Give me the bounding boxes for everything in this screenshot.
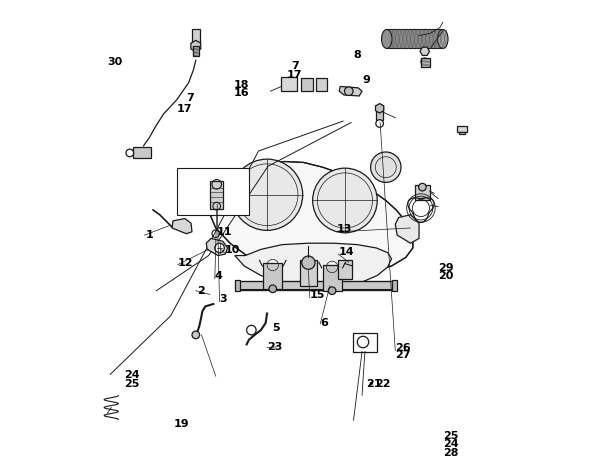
Text: 26: 26 xyxy=(395,342,411,353)
Text: 16: 16 xyxy=(234,87,250,98)
Text: 18: 18 xyxy=(234,79,249,90)
Bar xyxy=(392,280,397,291)
Bar xyxy=(376,105,383,120)
Text: 9: 9 xyxy=(362,75,370,85)
Polygon shape xyxy=(239,285,392,289)
Text: 7: 7 xyxy=(292,60,299,71)
Polygon shape xyxy=(395,215,419,243)
Text: 22: 22 xyxy=(375,379,390,389)
Circle shape xyxy=(231,159,303,230)
Text: 6: 6 xyxy=(320,318,328,328)
Text: 1: 1 xyxy=(146,230,153,240)
Ellipse shape xyxy=(381,29,392,48)
Bar xyxy=(239,281,392,290)
Text: 25: 25 xyxy=(125,379,140,389)
Polygon shape xyxy=(420,47,430,56)
Text: 20: 20 xyxy=(438,271,453,282)
Bar xyxy=(263,263,282,289)
Circle shape xyxy=(302,256,315,269)
Text: 28: 28 xyxy=(443,447,458,458)
Bar xyxy=(459,132,465,134)
Text: 15: 15 xyxy=(310,290,325,301)
Text: 2: 2 xyxy=(196,285,204,296)
Bar xyxy=(457,126,466,132)
Bar xyxy=(416,185,430,200)
Text: 12: 12 xyxy=(177,257,193,268)
Polygon shape xyxy=(376,104,384,113)
Circle shape xyxy=(247,325,256,335)
Bar xyxy=(353,333,377,352)
Circle shape xyxy=(269,285,277,293)
Text: 7: 7 xyxy=(186,93,194,104)
Text: 17: 17 xyxy=(287,69,302,80)
Bar xyxy=(210,181,223,209)
Bar xyxy=(300,260,317,286)
Polygon shape xyxy=(235,243,392,286)
Text: 10: 10 xyxy=(225,245,240,256)
Polygon shape xyxy=(206,238,228,256)
Text: 13: 13 xyxy=(337,224,353,234)
Polygon shape xyxy=(206,162,413,275)
Bar xyxy=(387,29,443,48)
Text: 24: 24 xyxy=(443,439,458,449)
Text: •: • xyxy=(368,379,375,389)
Text: 25: 25 xyxy=(443,430,458,441)
Text: 23: 23 xyxy=(267,342,282,352)
Text: 11: 11 xyxy=(217,227,232,237)
Circle shape xyxy=(357,336,368,348)
Text: 19: 19 xyxy=(174,418,190,429)
Polygon shape xyxy=(191,40,201,52)
Circle shape xyxy=(126,149,133,157)
Text: 14: 14 xyxy=(338,247,354,257)
Bar xyxy=(316,78,327,91)
Polygon shape xyxy=(339,86,362,96)
Text: 30: 30 xyxy=(108,57,122,67)
Bar xyxy=(193,46,199,56)
Circle shape xyxy=(215,243,225,253)
Circle shape xyxy=(328,287,336,294)
Text: 5: 5 xyxy=(272,323,280,333)
Polygon shape xyxy=(172,218,192,234)
Bar xyxy=(301,78,313,91)
Bar xyxy=(235,280,241,291)
Text: 27: 27 xyxy=(395,350,411,361)
Bar xyxy=(282,77,296,91)
Text: 24: 24 xyxy=(125,370,140,380)
Circle shape xyxy=(313,168,377,233)
Circle shape xyxy=(376,120,384,127)
Text: 17: 17 xyxy=(177,104,192,114)
Text: 29: 29 xyxy=(438,263,453,274)
Bar xyxy=(323,265,341,291)
Text: 21: 21 xyxy=(367,379,382,389)
Bar xyxy=(421,58,430,67)
Ellipse shape xyxy=(438,29,448,48)
Text: 4: 4 xyxy=(215,271,223,282)
Circle shape xyxy=(419,183,426,191)
Circle shape xyxy=(371,152,401,182)
Bar xyxy=(133,147,151,158)
Bar xyxy=(192,28,200,43)
Circle shape xyxy=(192,331,200,339)
Text: 3: 3 xyxy=(220,294,227,304)
Circle shape xyxy=(345,87,353,95)
Text: 8: 8 xyxy=(354,49,361,60)
Bar xyxy=(177,168,249,215)
Bar xyxy=(338,260,352,279)
